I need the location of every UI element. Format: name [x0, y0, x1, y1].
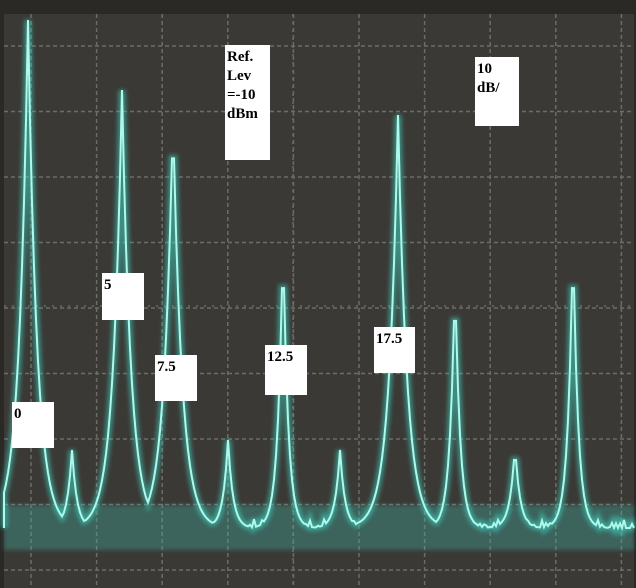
text-line: =-10 — [227, 86, 268, 105]
text-line: 10 — [477, 60, 517, 79]
analyzer-screen — [0, 0, 636, 588]
text: 0 — [14, 405, 52, 424]
text-line: Ref. — [227, 48, 268, 67]
text: 5 — [104, 276, 142, 295]
text: 17.5 — [376, 330, 413, 349]
peak-label: 5 — [102, 273, 144, 320]
scale-label: 10 dB/ — [475, 57, 519, 126]
text: 7.5 — [157, 358, 195, 377]
screenshot: Ref. Lev =-10 dBm 10 dB/ 0 5 7.5 12.5 17… — [0, 0, 636, 588]
peak-label: 0 — [12, 402, 54, 448]
ref-level-label: Ref. Lev =-10 dBm — [225, 45, 270, 160]
peak-label: 17.5 — [374, 327, 415, 373]
peak-label: 12.5 — [265, 345, 307, 395]
peak-label: 7.5 — [155, 355, 197, 401]
text-line: dB/ — [477, 79, 517, 98]
text-line: dBm — [227, 105, 268, 124]
text: 12.5 — [267, 348, 305, 367]
text-line: Lev — [227, 67, 268, 86]
